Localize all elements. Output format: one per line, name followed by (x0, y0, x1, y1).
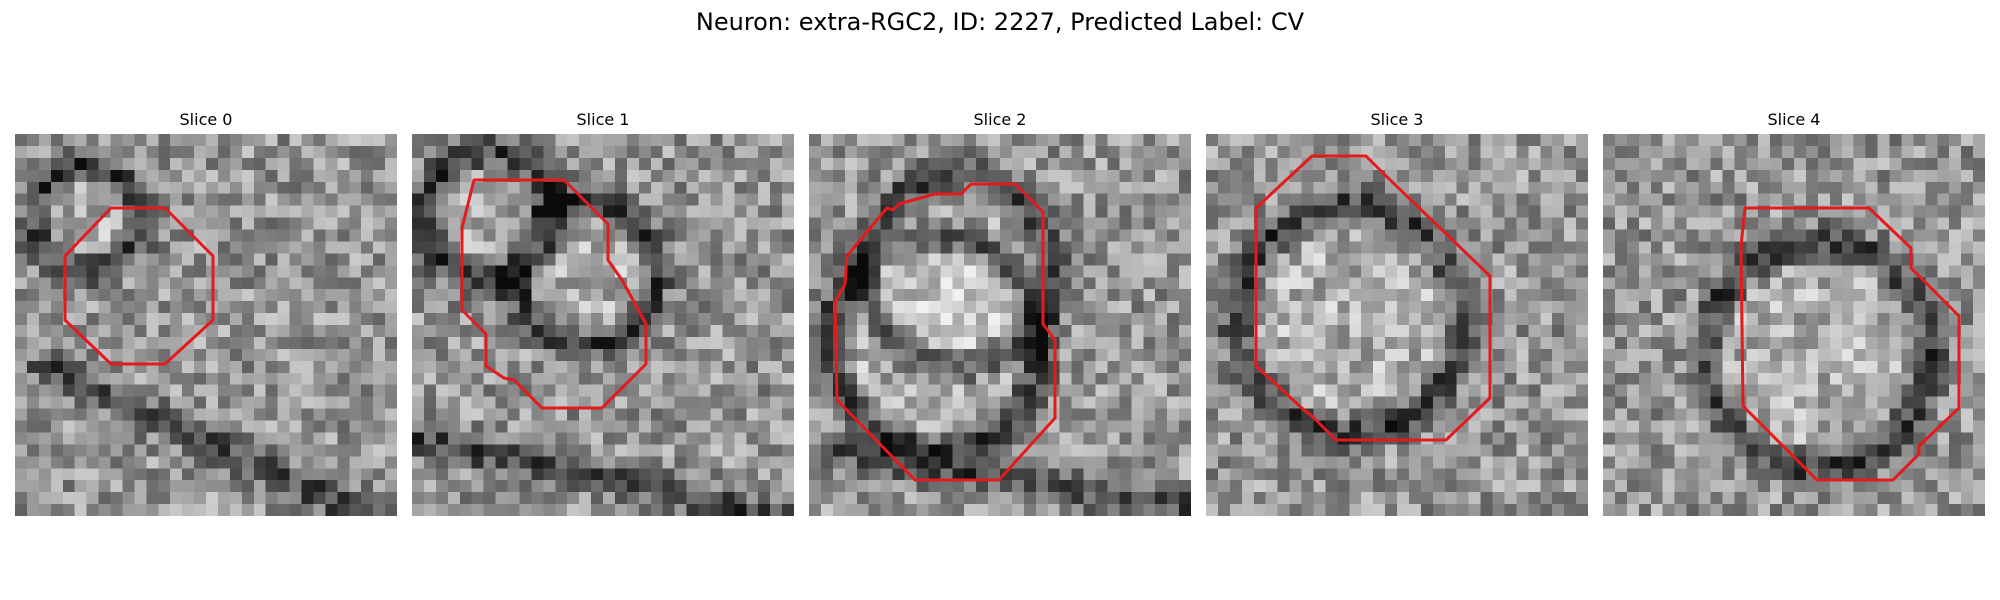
slice-1-title: Slice 1 (576, 110, 630, 129)
slice-0-title: Slice 0 (179, 110, 233, 129)
slice-3-image (1206, 134, 1588, 516)
slice-2-grayscale-patch (809, 134, 1191, 516)
slice-4-grayscale-patch (1603, 134, 1985, 516)
slice-2-image (809, 134, 1191, 516)
slice-4-contour (1739, 206, 1961, 482)
slice-0-image (15, 134, 397, 516)
figure-title: Neuron: extra-RGC2, ID: 2227, Predicted … (695, 8, 1305, 36)
slice-1-contour (460, 178, 648, 410)
slice-0-contour (63, 206, 215, 366)
slice-2-contour (833, 182, 1057, 482)
slice-4-image (1603, 134, 1985, 516)
slice-3-contour (1254, 154, 1492, 442)
slice-2-title: Slice 2 (973, 110, 1027, 129)
slice-3-title: Slice 3 (1370, 110, 1424, 129)
slice-1-image (412, 134, 794, 516)
slice-4-title: Slice 4 (1767, 110, 1821, 129)
slice-3-grayscale-patch (1206, 134, 1588, 516)
